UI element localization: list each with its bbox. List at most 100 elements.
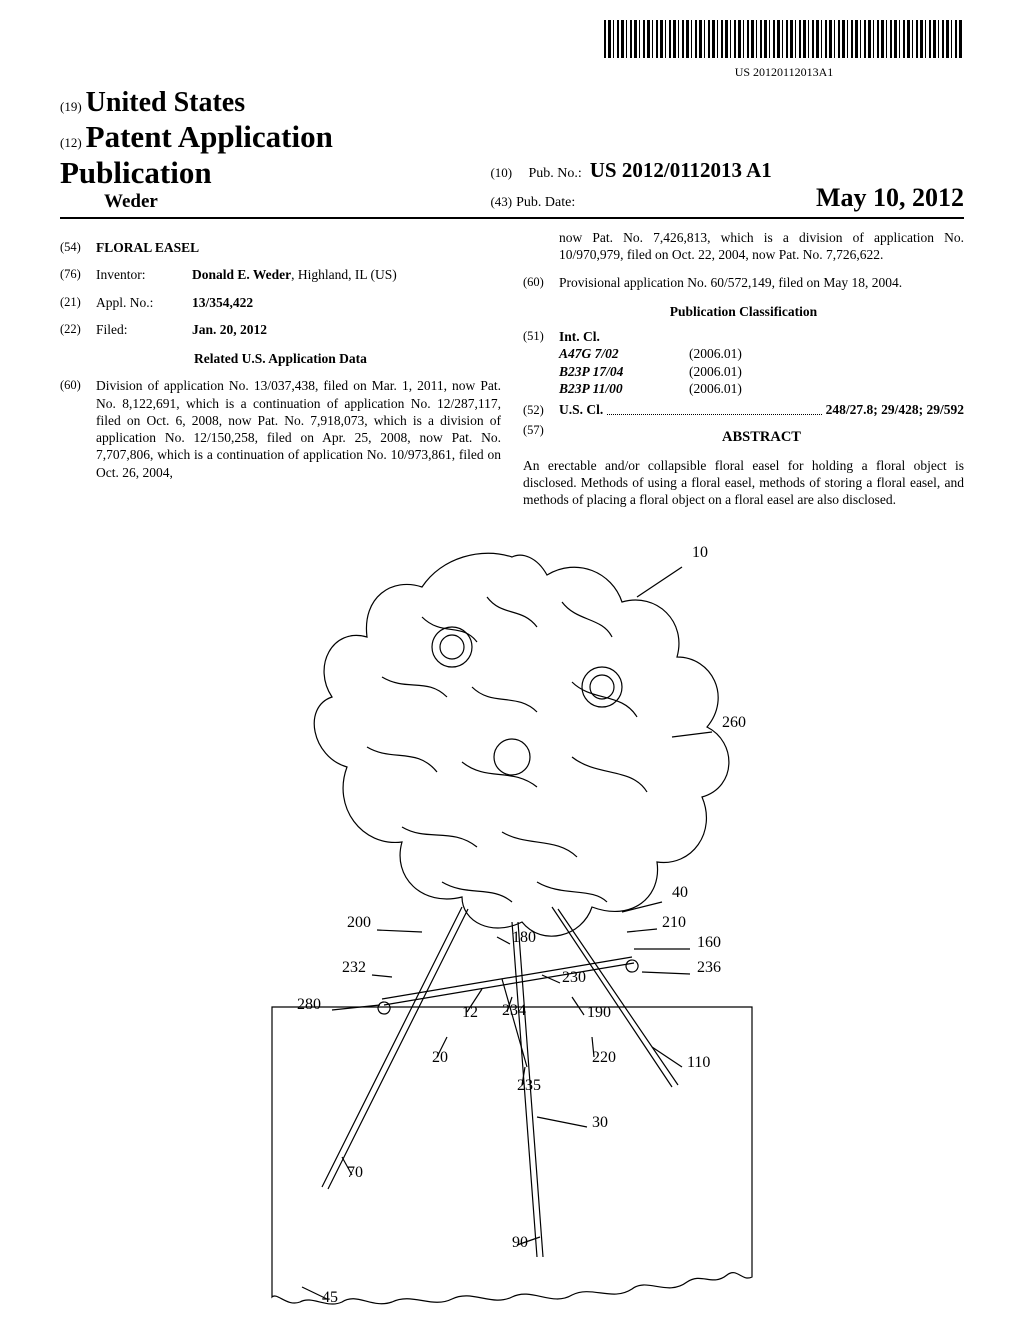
fig-label-236: 236 [697,959,721,976]
fig-label-10: 10 [692,544,708,561]
fig-label-260: 260 [722,714,746,731]
applno-value: 13/354,422 [192,294,501,311]
filed-num: (22) [60,321,96,338]
fig-label-90: 90 [512,1234,528,1251]
applno-num: (21) [60,294,96,311]
pub-prefix: (12) [60,135,82,150]
fig-label-30: 30 [592,1114,608,1131]
right-column: now Pat. No. 7,426,813, which is a divis… [523,229,964,509]
uscl-row: (52) U.S. Cl. 248/27.8; 29/428; 29/592 [523,401,964,418]
uscl-dotfill [607,404,821,415]
header-right: (10) Pub. No.: US 2012/0112013 A1 (43) P… [490,158,964,213]
inventor-value: Donald E. Weder, Highland, IL (US) [192,266,501,283]
fig-label-234: 234 [502,1002,526,1019]
ipc-row-1: B23P 17/04 (2006.01) [559,363,964,380]
lead-200 [377,930,422,932]
pubdate-row: (43) Pub. Date: May 10, 2012 [490,183,964,213]
lead-260 [672,732,712,737]
hook-left [378,1002,390,1014]
figure-labels: 1026040210160236200180232230280122341902… [297,544,746,1306]
patent-page: US 20120112013A1 (19) United States (12)… [0,0,1024,1320]
applno-label: Appl. No.: [96,294,192,311]
invention-title: FLORAL EASEL [96,239,501,256]
fig-label-190: 190 [587,1004,611,1021]
pubdate-value: May 10, 2012 [816,183,964,213]
fig-label-110: 110 [687,1054,710,1071]
lead-190 [572,997,584,1015]
ipc-row-2: B23P 11/00 (2006.01) [559,380,964,397]
fig-label-280: 280 [297,996,321,1013]
fig-label-232: 232 [342,959,366,976]
fig-label-160: 160 [697,934,721,951]
pub-title: Patent Application Publication [60,119,333,190]
fig-label-210: 210 [662,914,686,931]
ipc-code-0: A47G 7/02 [559,345,689,362]
country-prefix: (19) [60,99,82,114]
barcode-text: US 20120112013A1 [604,65,964,80]
rose-3 [494,739,530,775]
barcode-area: US 20120112013A1 [60,20,964,81]
inventor-num: (76) [60,266,96,283]
abstract-head-row: (57) ABSTRACT [523,422,964,453]
pubno-row: (10) Pub. No.: US 2012/0112013 A1 [490,158,964,183]
country-name: United States [86,87,245,118]
fig-label-12: 12 [462,1004,478,1021]
left-column: (54) FLORAL EASEL (76) Inventor: Donald … [60,229,501,509]
abstract-title: ABSTRACT [559,428,964,447]
inventor-row: (76) Inventor: Donald E. Weder, Highland… [60,266,501,283]
hook-right [626,960,638,972]
title-row: (54) FLORAL EASEL [60,239,501,256]
inventor-name: Donald E. Weder [192,267,291,282]
header-left: (19) United States (12) Patent Applicati… [60,87,490,213]
fig-label-235: 235 [517,1077,541,1094]
lead-180 [497,937,510,944]
ipc-date-0: (2006.01) [689,345,742,362]
patent-figure: 1026040210160236200180232230280122341902… [192,527,832,1327]
applno-row: (21) Appl. No.: 13/354,422 [60,294,501,311]
lead-232 [372,975,392,977]
lead-236 [642,972,690,974]
provisional-row: (60) Provisional application No. 60/572,… [523,274,964,291]
lead-30 [537,1117,587,1127]
fig-label-200: 200 [347,914,371,931]
header-row: (19) United States (12) Patent Applicati… [60,87,964,219]
provisional-text: Provisional application No. 60/572,149, … [559,274,964,291]
abstract-num: (57) [523,422,559,453]
ipc-date-1: (2006.01) [689,363,742,380]
pubno-label: Pub. No.: [528,166,581,182]
division-row: (60) Division of application No. 13/037,… [60,377,501,481]
bouquet-scribbles [367,597,647,902]
rose-2 [582,667,622,707]
fig-label-220: 220 [592,1049,616,1066]
figure-area: 1026040210160236200180232230280122341902… [60,527,964,1332]
intcl-num: (51) [523,328,559,397]
intcl-block: Int. Cl. A47G 7/02 (2006.01) B23P 17/04 … [559,328,964,397]
uscl-label: U.S. Cl. [559,401,603,418]
pubdate-prefix: (43) [490,194,512,209]
filed-value: Jan. 20, 2012 [192,321,501,338]
leg-left [322,907,468,1189]
ipc-code-2: B23P 11/00 [559,380,689,397]
inventor-label: Inventor: [96,266,192,283]
fig-label-230: 230 [562,969,586,986]
fig-label-45: 45 [322,1289,338,1306]
related-title: Related U.S. Application Data [60,350,501,367]
uscl-value: 248/27.8; 29/428; 29/592 [826,401,964,418]
pub-line: (12) Patent Application Publication [60,119,490,191]
filed-label: Filed: [96,321,192,338]
lead-210 [627,929,657,932]
rose-2-inner [590,675,614,699]
abstract-body: An erectable and/or collapsible floral e… [523,457,964,509]
barcode-graphic [604,20,964,58]
title-num: (54) [60,239,96,256]
ipc-date-2: (2006.01) [689,380,742,397]
pubno-value: US 2012/0112013 A1 [590,158,772,183]
ipc-code-1: B23P 17/04 [559,363,689,380]
intcl-row: (51) Int. Cl. A47G 7/02 (2006.01) B23P 1… [523,328,964,397]
inventor-loc: , Highland, IL (US) [291,267,397,282]
ipc-row-0: A47G 7/02 (2006.01) [559,345,964,362]
fig-label-70: 70 [347,1164,363,1181]
pubclass-title: Publication Classification [523,303,964,320]
continuation-text: now Pat. No. 7,426,813, which is a divis… [559,229,964,264]
uscl-num: (52) [523,402,559,418]
